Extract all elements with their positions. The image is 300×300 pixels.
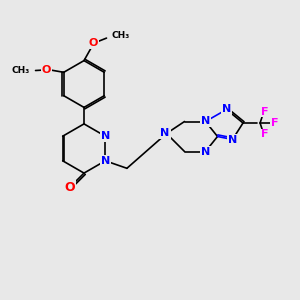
Text: O: O	[42, 65, 51, 75]
Text: N: N	[228, 135, 237, 145]
Text: CH₃: CH₃	[112, 32, 130, 40]
Text: O: O	[64, 181, 75, 194]
Text: F: F	[261, 106, 269, 117]
Text: N: N	[201, 116, 210, 126]
Text: CH₃: CH₃	[11, 66, 29, 75]
Text: N: N	[222, 104, 231, 114]
Text: F: F	[271, 118, 279, 128]
Text: N: N	[160, 128, 169, 139]
Text: F: F	[261, 129, 269, 140]
Text: N: N	[101, 156, 110, 166]
Text: O: O	[89, 38, 98, 48]
Text: N: N	[101, 131, 110, 141]
Text: N: N	[201, 147, 210, 157]
